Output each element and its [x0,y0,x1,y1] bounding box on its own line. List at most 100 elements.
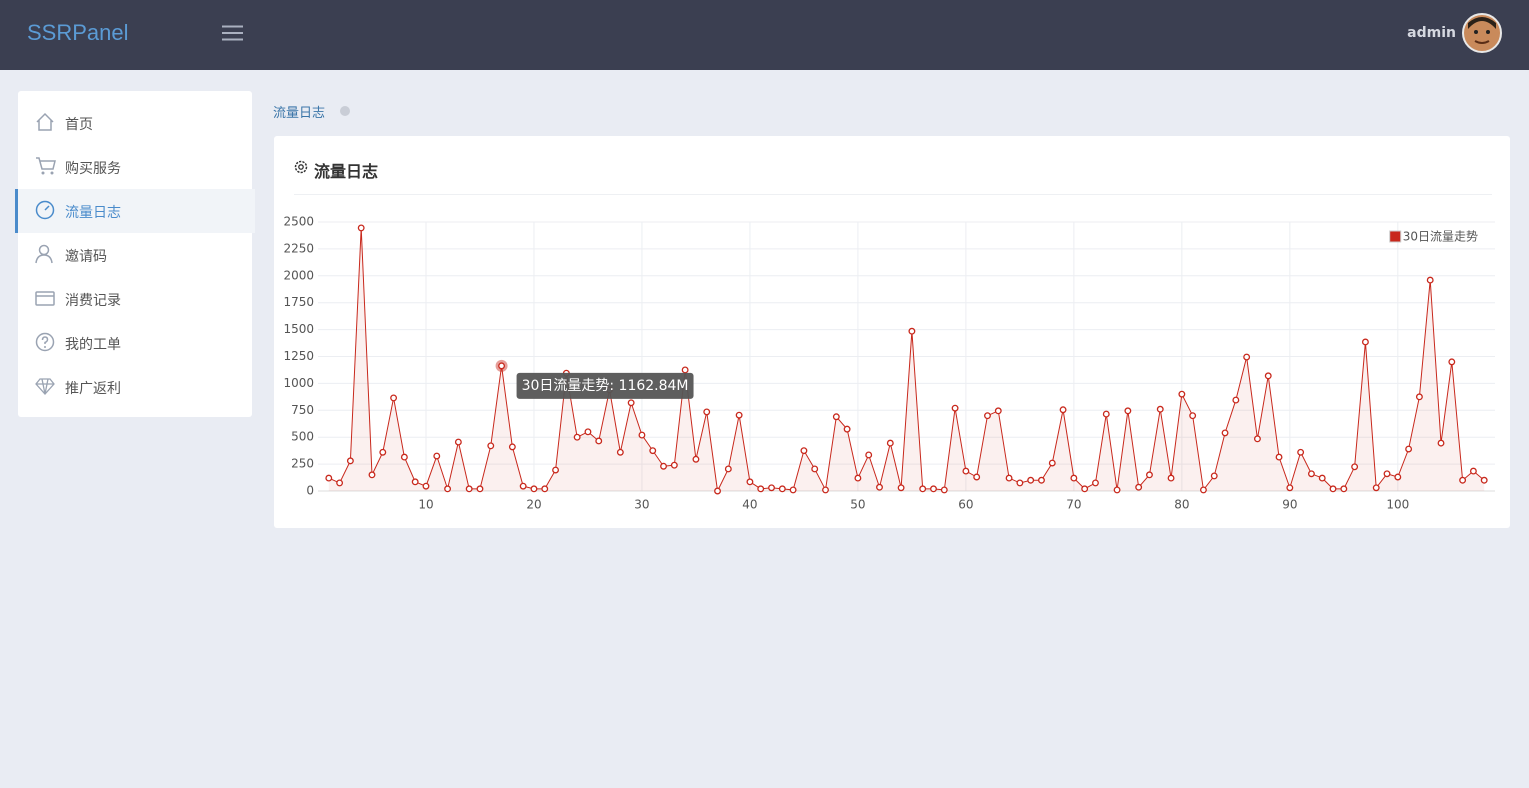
y-tick-label: 1750 [283,295,314,309]
point [595,437,603,445]
point [1102,410,1110,418]
avatar[interactable] [1462,13,1502,53]
nav-label: 购买服务 [65,161,121,177]
point [584,428,592,436]
point [660,462,667,470]
point [1253,435,1261,443]
nav-item[interactable]: 消费记录 [18,277,252,321]
point [1243,353,1251,361]
point [1351,463,1359,471]
point [1437,439,1445,447]
x-tick-label: 40 [742,498,757,512]
point [768,484,775,492]
point [1340,485,1348,493]
point [789,486,797,494]
point [552,466,560,474]
point [1405,445,1413,453]
point [530,485,538,493]
point [487,442,495,450]
point [1048,459,1056,467]
point [1167,474,1175,482]
point [422,482,430,490]
point [649,447,657,455]
point [1307,470,1315,478]
point [357,224,365,232]
point [368,471,376,479]
nav-item[interactable]: 邀请码 [18,233,252,277]
point [1070,474,1078,482]
y-tick-label: 2500 [283,215,314,229]
point [627,399,635,407]
breadcrumb-dot [340,106,350,116]
user-name[interactable]: admin [1407,25,1456,41]
point [886,439,894,447]
y-tick-label: 250 [291,457,314,471]
breadcrumb[interactable]: 流量日志 [273,106,326,121]
point [541,485,549,493]
x-tick-label: 50 [850,498,865,512]
point [573,433,581,441]
x-tick-label: 30 [634,498,649,512]
x-tick-label: 60 [958,498,973,512]
panel-title: 流量日志 [314,162,379,181]
point [1146,471,1153,479]
point [1027,476,1035,484]
point [1178,390,1186,398]
nav-label: 邀请码 [65,249,107,265]
point [994,407,1002,415]
point [692,455,700,463]
point [1113,486,1121,494]
y-tick-label: 2000 [283,268,314,282]
menu-toggle[interactable] [222,25,244,41]
point [1221,429,1229,437]
nav-item[interactable]: 我的工单 [18,321,252,365]
point [1275,453,1283,461]
chart: 0 250 500 750 1000 1250 1500 1750 2000 2250 2500 10… [283,215,1495,512]
x-tick-label: 10 [418,498,433,512]
point [1189,412,1197,420]
point [465,485,473,493]
point [336,479,344,487]
point [757,485,765,493]
point [940,486,948,494]
point [832,413,840,421]
point [962,467,970,475]
nav-item[interactable]: 购买服务 [18,145,252,189]
y-tick-label: 1250 [283,349,314,363]
x-tick-label: 70 [1066,498,1081,512]
point [638,431,646,439]
point [822,486,829,494]
legend-swatch [1389,230,1402,243]
point [984,412,991,420]
point [1232,396,1240,404]
nav-label: 消费记录 [65,293,121,309]
point [897,484,905,492]
y-tick-label: 0 [306,484,314,498]
point [379,448,387,456]
point [433,452,441,460]
point [1459,476,1467,484]
point [1383,470,1391,478]
point [400,453,408,461]
nav-item-active[interactable]: 流量日志 [15,189,255,233]
nav-item[interactable]: 推广返利 [18,365,252,409]
point [919,485,927,493]
point [1329,485,1337,493]
point [703,408,711,416]
x-tick-label: 80 [1174,498,1189,512]
point [930,485,937,493]
point [454,438,462,446]
point [951,404,959,412]
point [519,482,527,490]
point [1480,476,1488,484]
point [1264,372,1272,380]
x-tick-label: 100 [1386,498,1409,512]
point [908,327,916,335]
point [714,487,721,495]
nav-item[interactable]: 首页 [18,101,252,145]
legend-label: 30日流量走势 [1403,230,1478,244]
brand[interactable]: SSRPanel [27,20,129,45]
point [865,451,873,459]
point [1124,407,1132,415]
